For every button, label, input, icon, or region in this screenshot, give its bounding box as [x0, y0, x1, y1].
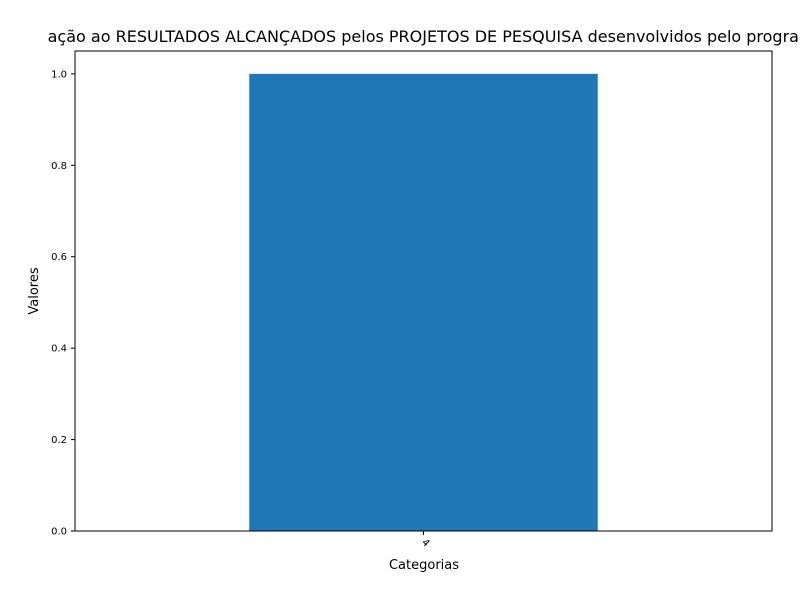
y-tick-label: 0.4 — [51, 344, 67, 355]
y-tick-label: 0.2 — [51, 435, 67, 446]
y-tick-label: 0.6 — [51, 252, 67, 263]
x-tick-label: 4 — [419, 537, 431, 549]
x-axis-label: Categorias — [389, 558, 459, 573]
y-tick-label: 0.0 — [51, 527, 67, 538]
x-axis-ticks: 4 — [419, 531, 431, 549]
y-tick-label: 1.0 — [51, 69, 67, 80]
chart-title: ação ao RESULTADOS ALCANÇADOS pelos PROJ… — [48, 27, 800, 46]
y-axis-ticks: 0.0 0.2 0.4 0.6 0.8 1.0 — [51, 69, 75, 538]
y-tick-label: 0.8 — [51, 161, 67, 172]
bar — [249, 73, 598, 531]
plot-frame — [74, 50, 773, 532]
y-axis-label: Valores — [27, 267, 42, 314]
bar-series — [249, 73, 598, 531]
